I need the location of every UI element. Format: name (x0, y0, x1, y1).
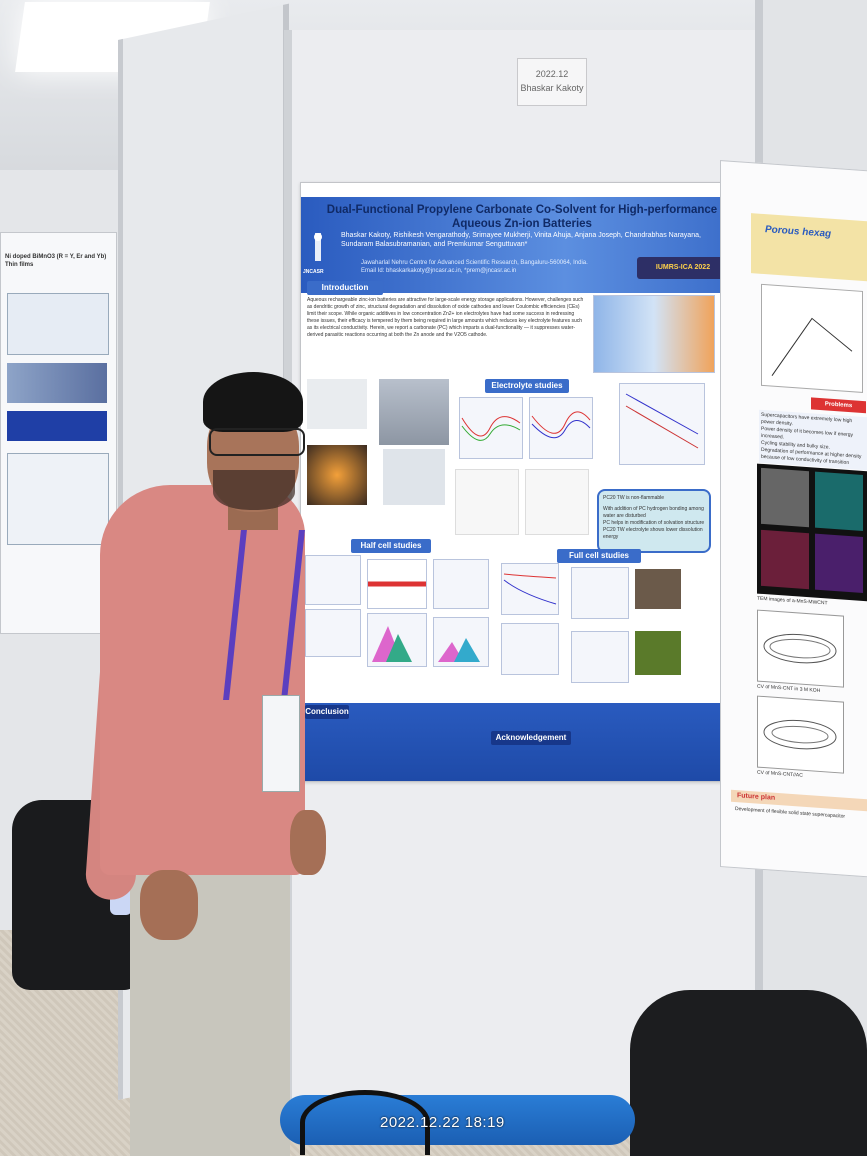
half-cell-plot-1 (305, 555, 361, 605)
poster-left-chart (7, 293, 109, 355)
backpack-right (630, 990, 867, 1156)
finding-4: PC20 TW electrolyte shows lower dissolut… (603, 527, 703, 540)
photo-timestamp: 2022.12.22 18:19 (380, 1114, 505, 1131)
poster-left: Ni doped BiMnO3 (R = Y, Er and Yb) Thin … (0, 232, 117, 634)
poster-right: Porous hexag Problems statement Supercap… (720, 160, 867, 878)
beaker-photo (383, 449, 445, 505)
institute-logo-text: JNCASR (303, 269, 324, 275)
conference-logo: IUMRS-ICA 2022 (637, 257, 729, 279)
section-electrolyte: Electrolyte studies (485, 379, 569, 393)
tube-strap (300, 1090, 430, 1155)
eyeglasses-icon (209, 428, 305, 456)
booth-tag-line-1: 2022.12 (535, 69, 569, 79)
cv-plot-1-curves (763, 633, 837, 664)
md-snapshot-1 (455, 469, 519, 535)
full-cell-plot-3 (501, 623, 559, 675)
poster-right-heading: Problems statement (811, 397, 866, 421)
cv-plot-1 (757, 609, 844, 688)
full-cell-plot-1 (501, 563, 559, 615)
sem-images (379, 379, 449, 445)
tem-image-4 (815, 533, 863, 593)
arrhenius-plot (619, 383, 705, 465)
section-half-cell: Half cell studies (351, 539, 431, 553)
half-cell-spectra-2 (433, 617, 489, 667)
arrhenius-plot-lines (625, 393, 699, 449)
finding-3: PC helps in modification of solvation st… (603, 520, 705, 526)
tem-image-1 (761, 467, 809, 528)
booth-tag-line-2: Bhaskar Kakoty (520, 83, 584, 93)
poster-left-maps (7, 411, 107, 441)
tem-image-3 (761, 529, 809, 590)
finding-2: With addition of PC hydrogen bonding amo… (603, 506, 704, 519)
person-hand-left (140, 870, 198, 940)
person-shirt (100, 485, 305, 875)
section-full-cell: Full cell studies (557, 549, 641, 563)
full-cell-plot-1-curves (503, 573, 557, 605)
name-badge (262, 695, 300, 792)
poster-left-plots (7, 453, 109, 545)
poster-authors: Bhaskar Kakoty, Rishikesh Vengarathody, … (341, 232, 701, 248)
intro-text: Aqueous rechargeable zinc-ion batteries … (307, 297, 584, 338)
poster-left-title: Ni doped BiMnO3 (R = Y, Er and Yb) Thin … (5, 254, 107, 268)
md-snapshot-2 (525, 469, 589, 535)
raman-plot-1-curves (461, 416, 521, 441)
institute-logo-icon (314, 233, 322, 261)
half-cell-spectra-2-peaks (438, 638, 480, 662)
flame-test-photo (307, 445, 367, 505)
raman-plot-2-curves (531, 411, 591, 439)
person-hand-right (290, 810, 326, 875)
intro-schematic (593, 295, 715, 373)
key-findings-box: PC20 TW is non-flammable With addition o… (597, 489, 711, 553)
finding-1: PC20 TW is non-flammable (603, 495, 665, 501)
raman-plot-1 (459, 397, 523, 459)
full-cell-plot-2 (571, 567, 629, 619)
poster-affiliation: Jawaharlal Nehru Centre for Advanced Sci… (361, 260, 588, 266)
poster-email: Email Id: bhaskarkakoty@jncasr.ac.in, *p… (361, 268, 517, 274)
half-cell-plot-3 (433, 559, 489, 609)
full-cell-sem-1 (635, 569, 681, 609)
poster-right-bullets: Supercapacitors have extremely low high … (759, 409, 867, 471)
half-cell-spectra-1-peaks (372, 626, 412, 662)
section-conclusion: Conclusion (305, 705, 349, 719)
cv-plot-2 (757, 695, 844, 774)
full-cell-plot-4 (571, 631, 629, 683)
tem-image-2 (815, 471, 863, 531)
vials-photo (307, 379, 367, 429)
tem-images (757, 463, 867, 602)
poster-right-diagram (761, 283, 863, 393)
raman-plot-2 (529, 397, 593, 459)
poster-title: Dual-Functional Propylene Carbonate Co-S… (326, 204, 718, 230)
person-beard (213, 470, 295, 510)
research-poster: Dual-Functional Propylene Carbonate Co-S… (300, 182, 742, 782)
section-acknowledgement: Acknowledgement (491, 731, 571, 745)
half-cell-spectra-1 (367, 613, 427, 667)
booth-tag: 2022.12 Bhaskar Kakoty (517, 58, 587, 106)
charge-discharge-diagram-icon (771, 317, 853, 376)
half-cell-plot-2 (367, 559, 427, 609)
jncasr-logo (307, 231, 329, 267)
poster-left-images (7, 363, 107, 403)
half-cell-plot-4 (305, 609, 361, 657)
cv-plot-2-curves (763, 719, 837, 750)
section-introduction: Introduction (307, 281, 383, 295)
full-cell-sem-2 (635, 631, 681, 675)
person-hair (203, 372, 303, 432)
